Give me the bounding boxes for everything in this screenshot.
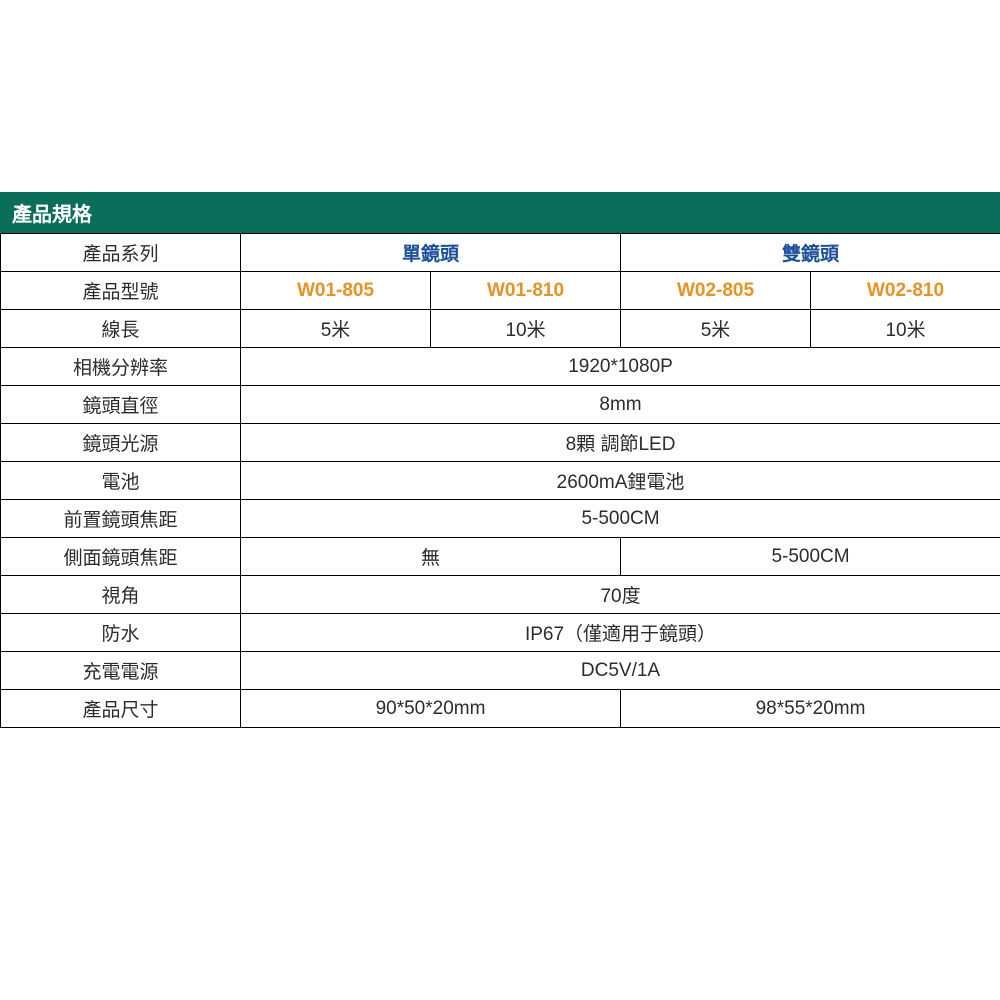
model-2: W01-810	[431, 272, 621, 310]
label-series: 產品系列	[1, 234, 241, 272]
cable-3: 5米	[621, 310, 811, 348]
value-size-dual: 98*55*20mm	[621, 690, 1000, 728]
table-row: 產品尺寸 90*50*20mm 98*55*20mm	[1, 690, 1000, 728]
model-1: W01-805	[241, 272, 431, 310]
value-side-focal-single: 無	[241, 538, 621, 576]
label-front-focal: 前置鏡頭焦距	[1, 500, 241, 538]
label-battery: 電池	[1, 462, 241, 500]
value-side-focal-dual: 5-500CM	[621, 538, 1000, 576]
table-row: 防水 IP67（僅適用于鏡頭）	[1, 614, 1000, 652]
table-row: 鏡頭光源 8顆 調節LED	[1, 424, 1000, 462]
table-row: 線長 5米 10米 5米 10米	[1, 310, 1000, 348]
label-side-focal: 側面鏡頭焦距	[1, 538, 241, 576]
label-lens-diameter: 鏡頭直徑	[1, 386, 241, 424]
value-charging: DC5V/1A	[241, 652, 1000, 690]
table-row: 電池 2600mA鋰電池	[1, 462, 1000, 500]
cable-1: 5米	[241, 310, 431, 348]
value-resolution: 1920*1080P	[241, 348, 1000, 386]
value-battery: 2600mA鋰電池	[241, 462, 1000, 500]
value-front-focal: 5-500CM	[241, 500, 1000, 538]
cable-4: 10米	[811, 310, 1000, 348]
label-lens-light: 鏡頭光源	[1, 424, 241, 462]
table-row: 充電電源 DC5V/1A	[1, 652, 1000, 690]
table-row: 產品型號 W01-805 W01-810 W02-805 W02-810	[1, 272, 1000, 310]
series-single: 單鏡頭	[241, 234, 621, 272]
table-row: 前置鏡頭焦距 5-500CM	[1, 500, 1000, 538]
value-waterproof: IP67（僅適用于鏡頭）	[241, 614, 1000, 652]
series-dual: 雙鏡頭	[621, 234, 1000, 272]
value-view-angle: 70度	[241, 576, 1000, 614]
label-model: 產品型號	[1, 272, 241, 310]
label-product-size: 產品尺寸	[1, 690, 241, 728]
table-row: 鏡頭直徑 8mm	[1, 386, 1000, 424]
spec-title: 產品規格	[0, 192, 1000, 233]
label-charging: 充電電源	[1, 652, 241, 690]
value-lens-light: 8顆 調節LED	[241, 424, 1000, 462]
table-row: 側面鏡頭焦距 無 5-500CM	[1, 538, 1000, 576]
spec-table: 產品系列 單鏡頭 雙鏡頭 產品型號 W01-805 W01-810 W02-80…	[0, 233, 1000, 728]
model-3: W02-805	[621, 272, 811, 310]
table-row: 產品系列 單鏡頭 雙鏡頭	[1, 234, 1000, 272]
table-row: 視角 70度	[1, 576, 1000, 614]
label-waterproof: 防水	[1, 614, 241, 652]
table-row: 相機分辨率 1920*1080P	[1, 348, 1000, 386]
value-size-single: 90*50*20mm	[241, 690, 621, 728]
cable-2: 10米	[431, 310, 621, 348]
model-4: W02-810	[811, 272, 1000, 310]
label-view-angle: 視角	[1, 576, 241, 614]
label-cable-length: 線長	[1, 310, 241, 348]
value-lens-diameter: 8mm	[241, 386, 1000, 424]
label-resolution: 相機分辨率	[1, 348, 241, 386]
